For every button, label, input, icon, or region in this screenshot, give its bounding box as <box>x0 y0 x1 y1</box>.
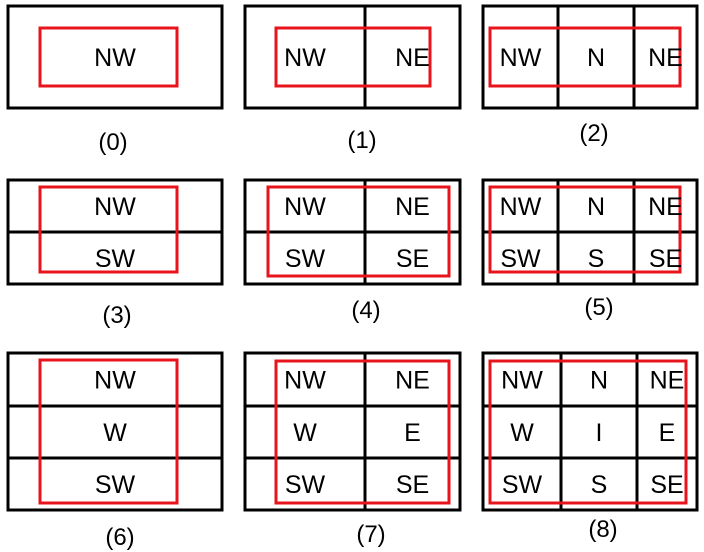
panel-2: NW N NE (2) <box>481 4 699 147</box>
panel-frame <box>243 4 462 110</box>
cell-label-w: W <box>103 419 127 447</box>
cell-label-ne: NE <box>395 367 430 395</box>
cell-label-sw: SW <box>285 471 326 499</box>
panel-8: NW N NE W I E SW S SE (8) <box>481 351 699 543</box>
cell-label-ne: NE <box>648 193 683 221</box>
cell-label-ne: NE <box>395 193 430 221</box>
cell-label-se: SE <box>650 471 683 499</box>
cell-label-w: W <box>293 419 317 447</box>
cell-label-nw: NW <box>94 193 136 221</box>
cell-label-n: N <box>587 193 605 221</box>
panel-caption: (0) <box>98 129 127 156</box>
panel-caption: (2) <box>579 120 608 147</box>
panel-caption: (6) <box>105 524 134 551</box>
cell-label-nw: NW <box>94 367 136 395</box>
highlight-box <box>488 359 688 505</box>
cell-label-sw: SW <box>95 471 136 499</box>
cell-label-i: I <box>596 419 603 447</box>
panel-caption: (5) <box>584 294 613 321</box>
panel-caption: (4) <box>351 297 380 324</box>
highlight-box <box>266 185 451 278</box>
cell-label-nw: NW <box>284 367 326 395</box>
highlight-box <box>274 359 451 505</box>
panel-frame <box>243 351 462 512</box>
cell-label-se: SE <box>649 245 682 273</box>
cell-label-sw: SW <box>500 245 541 273</box>
panel-frame <box>6 4 224 110</box>
cell-label-sw: SW <box>502 471 543 499</box>
cell-label-s: S <box>591 471 608 499</box>
panel-caption: (7) <box>356 521 385 548</box>
cell-label-ne: NE <box>648 44 683 72</box>
cell-label-se: SE <box>396 245 429 273</box>
highlight-box <box>488 185 682 274</box>
cell-label-n: N <box>587 44 605 72</box>
cell-label-nw: NW <box>94 44 136 72</box>
panel-caption: (8) <box>588 516 617 543</box>
cell-label-sw: SW <box>95 245 136 273</box>
cell-label-nw: NW <box>501 367 543 395</box>
cell-label-nw: NW <box>284 193 326 221</box>
highlight-box <box>38 185 179 274</box>
panel-3: NW SW (3) <box>6 178 224 329</box>
panel-7: NW NE W E SW SE (7) <box>243 351 462 548</box>
cell-label-s: S <box>588 245 605 273</box>
panel-frame <box>6 351 224 512</box>
cell-label-w: W <box>510 419 534 447</box>
highlight-box <box>274 26 432 88</box>
cell-label-e: E <box>659 419 676 447</box>
highlight-box <box>38 358 179 505</box>
panel-5: NW N NE SW S SE (5) <box>481 178 699 321</box>
cell-label-ne: NE <box>395 44 430 72</box>
highlight-box <box>488 26 682 88</box>
panel-0: NW (0) <box>6 4 224 156</box>
panel-frame <box>481 351 699 512</box>
cell-label-nw: NW <box>284 44 326 72</box>
cell-label-nw: NW <box>500 44 542 72</box>
cell-label-n: N <box>590 367 608 395</box>
highlight-box <box>38 26 179 88</box>
panel-1: NW NE (1) <box>243 4 462 154</box>
cell-label-nw: NW <box>500 193 542 221</box>
panel-6: NW W SW (6) <box>6 351 224 551</box>
panel-4: NW NE SW SE (4) <box>243 178 462 324</box>
cell-label-ne: NE <box>650 367 685 395</box>
panel-caption: (1) <box>347 127 376 154</box>
panel-caption: (3) <box>102 302 131 329</box>
panel-frame <box>481 4 699 110</box>
cell-label-se: SE <box>396 471 429 499</box>
cell-label-sw: SW <box>285 245 326 273</box>
cell-label-e: E <box>404 419 421 447</box>
